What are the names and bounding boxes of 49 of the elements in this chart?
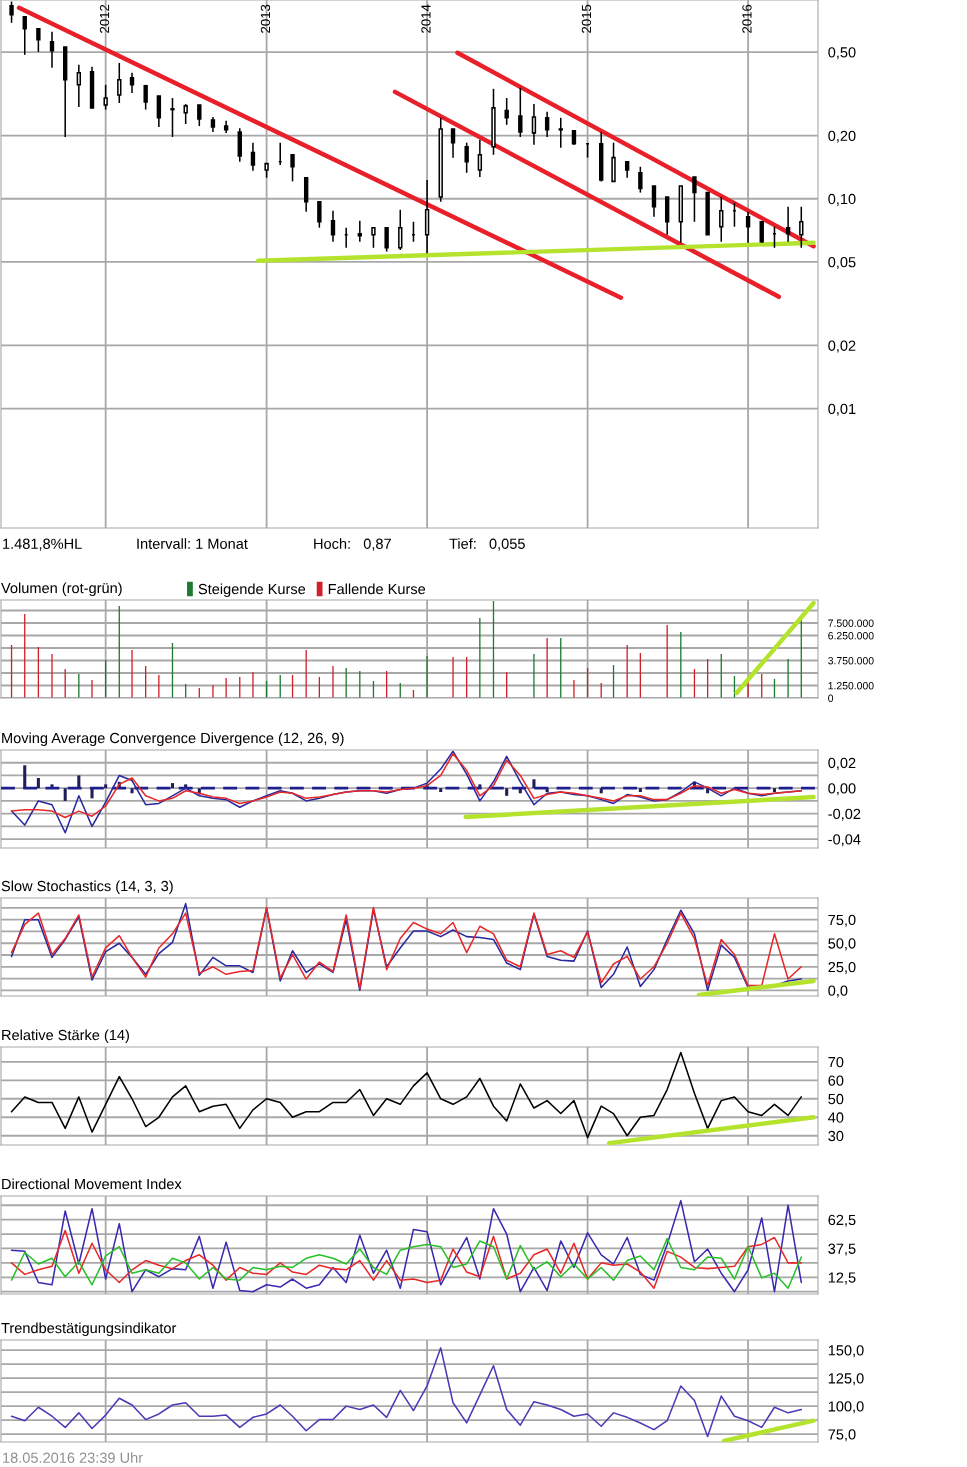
y-tick-label: 62,5 (828, 1214, 856, 1227)
chart-title: Relative Stärke (14) (2, 1029, 129, 1044)
y-tick-label: 1.250.000 (828, 682, 874, 690)
chart-title: Slow Stochastics (14, 3, 3) (1, 880, 173, 895)
x-tick-label: 2014 (421, 4, 431, 33)
y-tick-label: 125,0 (828, 1373, 864, 1386)
y-tick-label: 0 (828, 694, 834, 702)
y-tick-label: 50,0 (828, 938, 856, 951)
legend-label: Steigende Kurse (198, 583, 306, 598)
text: 1.481,8%HL (3, 538, 82, 551)
x-tick-label: 2013 (260, 4, 271, 33)
y-tick-label: 100,0 (828, 1401, 864, 1414)
y-tick-label: 70 (828, 1056, 844, 1068)
y-tick-label: 0,02 (828, 757, 856, 770)
chart-title: Moving Average Convergence Divergence (12, 26, 9) (2, 732, 344, 747)
y-tick-label: 150,0 (828, 1345, 864, 1358)
y-tick-label: 60 (828, 1075, 844, 1086)
x-tick-label: 2016 (742, 4, 752, 33)
y-tick-label: 75,0 (828, 1429, 856, 1442)
y-tick-label: -0,04 (828, 834, 861, 847)
y-tick-label: 37,5 (828, 1243, 856, 1256)
text: Intervall: 1 Monat (137, 538, 248, 549)
y-tick-label: 0,02 (828, 340, 856, 353)
y-tick-label: 75,0 (828, 914, 856, 927)
y-tick-label: 25,0 (828, 961, 856, 974)
y-tick-label: 0,50 (828, 47, 856, 60)
x-tick-label: 2015 (581, 4, 592, 33)
text: Tief: 0,055 (449, 538, 525, 551)
y-tick-label: 0,00 (828, 783, 856, 796)
y-tick-label: 0,05 (828, 257, 856, 270)
y-tick-label: 0,10 (828, 193, 856, 206)
chart-title: Directional Movement Index (2, 1178, 182, 1190)
chart-title: Volumen (rot-grün) (1, 582, 122, 597)
y-tick-label: 0,0 (828, 985, 848, 998)
y-tick-label: 40 (828, 1112, 844, 1123)
y-tick-label: 12,5 (828, 1272, 856, 1285)
chart-title: Trendbestätigungsindikator (1, 1322, 177, 1337)
y-tick-label: 7.500.000 (828, 619, 874, 627)
x-tick-label: 2012 (99, 4, 110, 33)
legend-label: Fallende Kurse (328, 583, 426, 595)
y-tick-label: 30 (828, 1130, 844, 1142)
y-tick-label: 0,20 (828, 130, 856, 143)
y-tick-label: -0,02 (828, 808, 861, 821)
y-tick-label: 0,01 (828, 403, 856, 416)
y-tick-label: 50 (828, 1093, 844, 1105)
y-tick-label: 6.250.000 (828, 632, 874, 640)
text: 18.05.2016 23:39 Uhr (3, 1452, 143, 1463)
y-tick-label: 3.750.000 (828, 657, 874, 665)
text: Hoch: 0,87 (314, 538, 391, 551)
